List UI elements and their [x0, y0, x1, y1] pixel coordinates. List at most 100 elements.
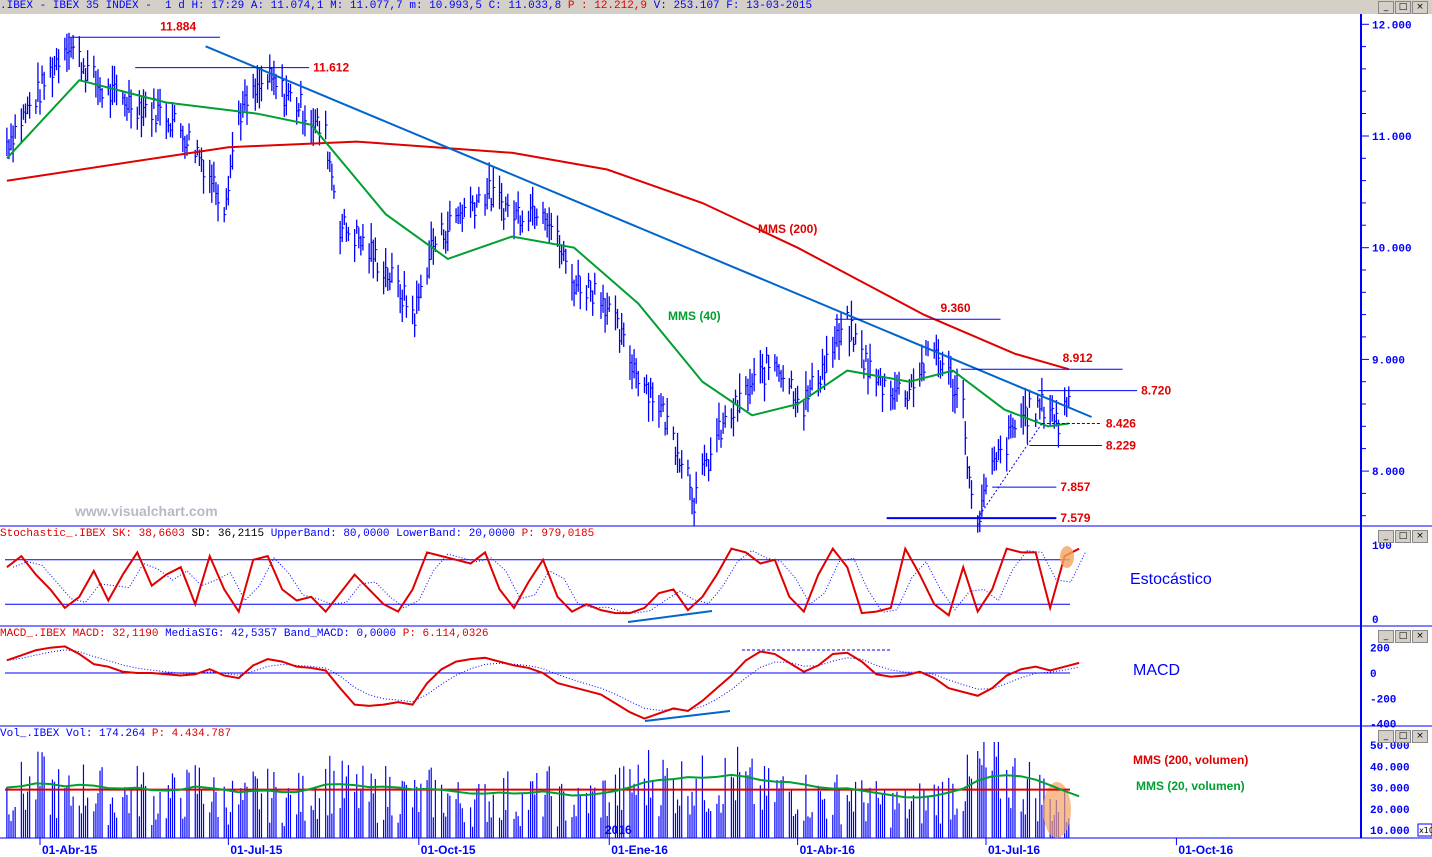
stoch-axis-label: 0 — [1372, 615, 1379, 627]
level-label: 11.884 — [160, 19, 196, 33]
close-button[interactable]: × — [1412, 630, 1428, 643]
date-tick-label: 01-Oct-15 — [421, 843, 476, 857]
price-tick-label: 8.000 — [1372, 467, 1405, 479]
volume-axis-label: 40.000 — [1370, 762, 1410, 774]
date: F: 13-03-2015 — [726, 0, 813, 12]
date-tick-label: 01-Jul-15 — [230, 843, 282, 857]
high: M: 11.077,7 — [330, 0, 403, 12]
volume-header: Vol_.IBEX Vol: 174.264 P: 4.434.787 — [0, 728, 231, 741]
stoch-p: P: 979,0185 — [521, 528, 595, 540]
vol-p: P: 4.434.787 — [151, 728, 232, 740]
macd-axis-label: -200 — [1370, 694, 1396, 706]
maximize-button[interactable]: □ — [1395, 730, 1411, 743]
year-label: 2016 — [605, 823, 632, 837]
stoch-window-controls: _ □ × — [1378, 530, 1428, 543]
close: C: 11.033,8 — [488, 0, 562, 12]
symbol: .IBEX - IBEX 35 INDEX - — [0, 0, 152, 12]
macd-header: MACD_.IBEX MACD: 32,1190 MediaSIG: 42,53… — [0, 628, 489, 641]
volume-mms20-line — [6, 773, 1080, 799]
mms40-line — [6, 79, 1069, 428]
support-trendline — [977, 423, 1043, 519]
stochastic-label: Estocástico — [1130, 571, 1212, 588]
points: P : 12.212,9 — [567, 0, 648, 12]
level-label: 8.229 — [1106, 439, 1136, 453]
maximize-button[interactable]: □ — [1395, 630, 1411, 643]
date-tick-label: 01-Jul-16 — [988, 843, 1040, 857]
mms20-volume-label: MMS (20, volumen) — [1136, 779, 1245, 793]
volume-axis-label: 30.000 — [1370, 784, 1410, 796]
macd-axis-label: 200 — [1370, 644, 1390, 656]
date-tick-label: 01-Abr-16 — [800, 843, 856, 857]
stoch-sd-line — [12, 549, 1086, 614]
mms200-label: MMS (200) — [758, 222, 817, 236]
stoch-sk: SK: 38,6603 — [112, 528, 185, 540]
vol-window-controls: _ □ × — [1378, 730, 1428, 743]
level-label: 8.720 — [1141, 384, 1171, 398]
close-button[interactable]: × — [1412, 1, 1428, 14]
price-tick-label: 11.000 — [1372, 132, 1412, 144]
stoch-sd: SD: 36,2115 — [191, 528, 265, 540]
stochastic-header: Stochastic_.IBEX SK: 38,6603 SD: 36,2115… — [0, 528, 594, 541]
vol-value: Vol: 174.264 — [66, 728, 146, 740]
period: 1 d — [165, 0, 185, 12]
close-button[interactable]: × — [1412, 730, 1428, 743]
price-tick-label: 12.000 — [1372, 20, 1412, 32]
level-label: 8.426 — [1106, 417, 1136, 431]
minimize-button[interactable]: _ — [1378, 1, 1394, 14]
mms200-line — [6, 140, 1070, 371]
vol-name: Vol_.IBEX — [0, 728, 60, 740]
level-label: 7.857 — [1060, 480, 1090, 494]
mms200-volume-label: MMS (200, volumen) — [1133, 753, 1248, 767]
stoch-divergence-line — [627, 610, 713, 623]
window-controls: _ □ × — [1378, 1, 1428, 14]
scale-label: x10 — [1419, 826, 1432, 835]
macd-p: P: 6.114,0326 — [402, 628, 489, 640]
minimize-button[interactable]: _ — [1378, 730, 1394, 743]
trendline — [205, 45, 1092, 418]
scale-box — [1417, 823, 1432, 837]
macd-divergence-line — [644, 710, 731, 722]
stoch-lower: LowerBand: 20,0000 — [396, 528, 515, 540]
volume-highlight — [1043, 782, 1071, 838]
watermark: www.visualchart.com — [74, 503, 218, 519]
maximize-button[interactable]: □ — [1395, 530, 1411, 543]
macd-sig: MediaSIG: 42,5357 — [165, 628, 278, 640]
volume-axis-label: 20.000 — [1370, 805, 1410, 817]
macd-band: Band_MACD: 0,0000 — [283, 628, 397, 640]
minimize-button[interactable]: _ — [1378, 630, 1394, 643]
price-tick-label: 10.000 — [1372, 244, 1412, 256]
macd-window-controls: _ □ × — [1378, 630, 1428, 643]
macd-name: MACD_.IBEX — [0, 628, 67, 640]
date-tick-label: 01-Abr-15 — [42, 843, 98, 857]
stoch-highlight — [1060, 546, 1074, 568]
time: H: 17:29 — [191, 0, 245, 12]
stoch-name: Stochastic_.IBEX — [0, 528, 106, 540]
stoch-upper: UpperBand: 80,0000 — [270, 528, 390, 540]
mms40-label: MMS (40) — [668, 309, 721, 323]
level-label: 8.912 — [1063, 351, 1093, 365]
level-label: 11.612 — [313, 61, 349, 75]
macd-axis-label: -400 — [1370, 720, 1396, 732]
volume-axis-label: 50.000 — [1370, 741, 1410, 753]
date-tick-label: 01-Oct-16 — [1178, 843, 1233, 857]
volume: V: 253.107 — [653, 0, 720, 12]
macd-signal-line — [6, 649, 1080, 711]
volume-axis-label: 10.000 — [1370, 826, 1410, 838]
level-label: 9.360 — [940, 301, 970, 315]
open: A: 11.074,1 — [250, 0, 324, 12]
close-button[interactable]: × — [1412, 530, 1428, 543]
macd-value: MACD: 32,1190 — [72, 628, 159, 640]
macd-line — [6, 645, 1080, 720]
price-tick-label: 9.000 — [1372, 355, 1405, 367]
minimize-button[interactable]: _ — [1378, 530, 1394, 543]
stoch-axis-label: 100 — [1372, 541, 1392, 553]
macd-axis-label: 0 — [1370, 669, 1377, 681]
date-tick-label: 01-Ene-16 — [611, 843, 668, 857]
stoch-sk-line — [6, 545, 1080, 617]
level-label: 7.579 — [1060, 511, 1090, 525]
macd-label: MACD — [1133, 662, 1180, 679]
low: m: 10.993,5 — [409, 0, 482, 12]
maximize-button[interactable]: □ — [1395, 1, 1411, 14]
price-panel-header: .IBEX - IBEX 35 INDEX - 1 d H: 17:29 A: … — [0, 0, 1432, 14]
